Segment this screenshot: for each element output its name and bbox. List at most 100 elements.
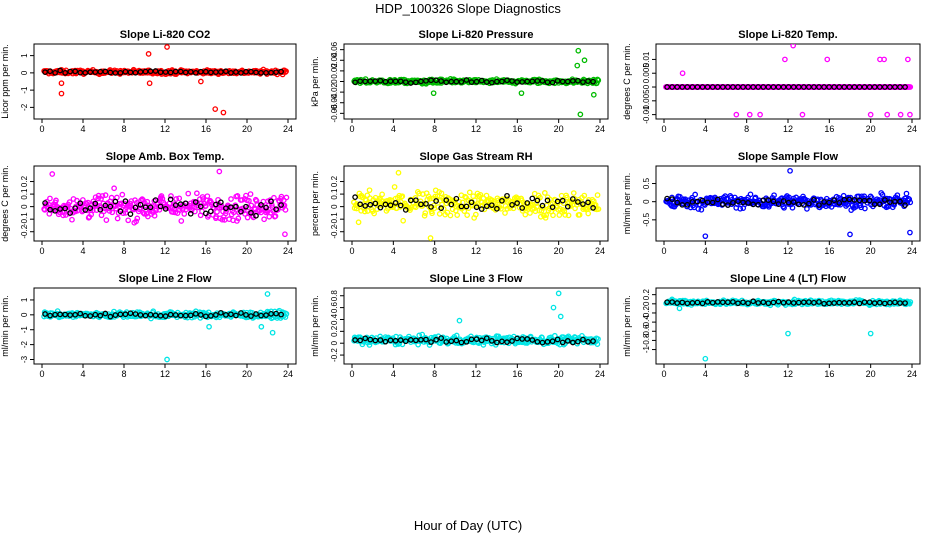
x-tick-label: 16	[512, 124, 522, 134]
reference-point	[549, 79, 556, 86]
data-point	[185, 190, 192, 197]
outlier-point	[782, 56, 788, 63]
data-point	[228, 196, 234, 202]
reference-point	[544, 79, 551, 86]
reference-point	[892, 198, 898, 205]
reference-point	[478, 337, 485, 344]
outlier-point	[49, 171, 56, 177]
reference-point	[564, 78, 571, 85]
x-tick-label: 0	[349, 369, 354, 379]
reference-point	[197, 203, 204, 210]
outlier-point	[905, 56, 911, 63]
reference-point	[367, 336, 374, 343]
reference-point	[443, 339, 450, 345]
y-tick-label: 0	[642, 199, 651, 204]
x-tick-label: 12	[160, 369, 170, 379]
data-point	[543, 212, 550, 218]
data-point	[247, 191, 254, 197]
outlier-point	[427, 235, 434, 241]
reference-point	[112, 198, 119, 205]
reference-point	[902, 300, 908, 306]
data-point	[536, 207, 543, 214]
outlier-point	[867, 111, 874, 118]
x-tick-label: 16	[824, 124, 834, 134]
x-tick-label: 20	[242, 369, 252, 379]
data-point	[98, 212, 105, 219]
y-axis-label: degrees C per min.	[622, 43, 632, 120]
reference-point	[866, 84, 873, 90]
reference-point	[82, 207, 89, 213]
reference-point	[162, 205, 169, 212]
reference-point	[806, 200, 812, 207]
reference-point	[117, 208, 124, 215]
outlier-point	[574, 62, 581, 69]
outlier-point	[785, 330, 791, 337]
x-tick-label: 16	[201, 124, 211, 134]
reference-point	[554, 336, 561, 343]
data-point	[477, 191, 484, 198]
data-point	[230, 209, 237, 216]
reference-point	[147, 204, 154, 211]
reference-point	[127, 211, 134, 217]
panel-9: Slope Line 4 (LT) Flow ml/min per min. 0 4 8…	[622, 273, 921, 379]
data-point	[176, 195, 183, 202]
reference-point	[887, 299, 893, 306]
reference-point	[202, 210, 209, 217]
reference-point	[669, 196, 676, 202]
data-point	[435, 204, 442, 210]
y-axis-label: percent per min.	[310, 171, 320, 236]
reference-point	[418, 336, 424, 343]
reference-point	[836, 84, 843, 90]
reference-point	[549, 338, 556, 345]
reference-point	[529, 195, 536, 202]
y-tick-label: -0.1	[20, 212, 29, 226]
reference-point	[831, 197, 838, 204]
reference-point	[902, 84, 908, 90]
reference-point	[223, 205, 229, 212]
reference-point	[755, 300, 762, 306]
y-tick-label: -0.02	[330, 82, 339, 101]
reference-point	[544, 338, 551, 345]
reference-point	[382, 78, 389, 85]
data-point	[399, 193, 406, 200]
data-point	[198, 200, 204, 207]
reference-point	[387, 202, 394, 209]
reference-point	[689, 84, 696, 90]
reference-point	[674, 199, 681, 206]
reference-point	[704, 299, 711, 305]
reference-point	[253, 212, 259, 219]
reference-point	[866, 197, 873, 204]
data-point	[223, 208, 230, 214]
reference-point	[866, 299, 873, 306]
reference-point	[238, 310, 244, 316]
reference-point	[851, 84, 858, 90]
panel-title: Slope Amb. Box Temp.	[106, 151, 225, 163]
reference-point	[77, 310, 84, 317]
x-tick-label: 12	[783, 124, 793, 134]
reference-point	[755, 84, 762, 90]
x-tick-label: 16	[824, 246, 834, 256]
x-tick-label: 12	[783, 246, 793, 256]
x-tick-label: 0	[39, 124, 44, 134]
reference-point	[755, 201, 762, 208]
data-point	[234, 193, 241, 199]
reference-point	[62, 70, 69, 76]
reference-point	[709, 199, 716, 206]
y-tick-label: 0	[20, 312, 29, 317]
reference-point	[559, 339, 566, 346]
data-point	[427, 195, 433, 202]
x-tick-label: 24	[595, 124, 605, 134]
reference-point	[499, 197, 505, 204]
reference-point	[42, 200, 48, 206]
outlier-point	[456, 317, 463, 324]
reference-point	[377, 77, 384, 84]
y-tick-label: -0.2	[330, 348, 339, 362]
x-tick-label: 8	[121, 369, 126, 379]
data-point	[366, 187, 373, 194]
reference-point	[473, 204, 480, 211]
reference-point	[167, 196, 174, 203]
panel-frame	[33, 43, 297, 120]
reference-point	[559, 197, 566, 204]
reference-point	[861, 84, 868, 90]
reference-point	[841, 300, 848, 306]
